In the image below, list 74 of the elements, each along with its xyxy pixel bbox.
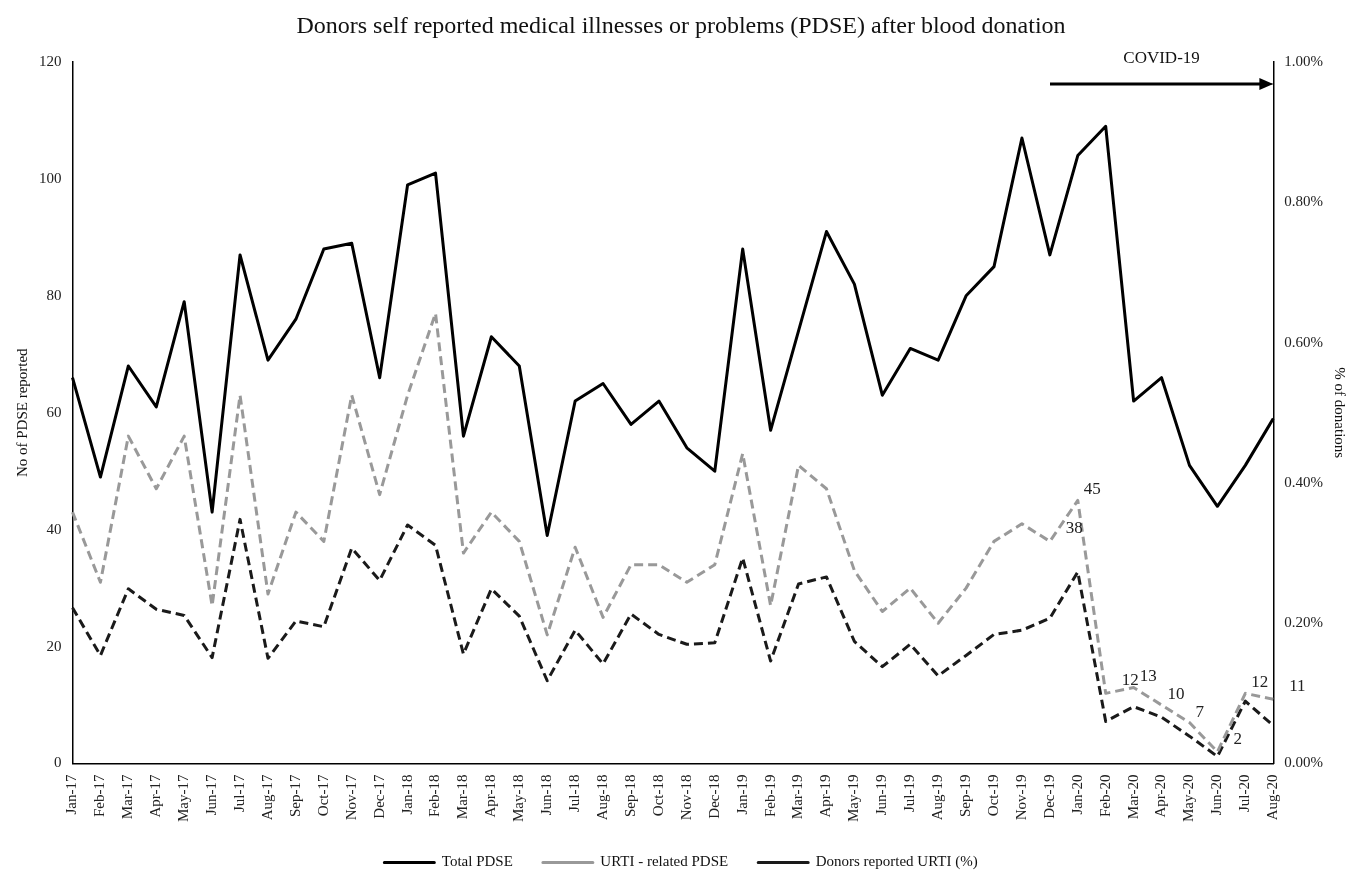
x-tick-label: Jun-18 <box>538 774 555 816</box>
x-tick-label: Apr-20 <box>1152 774 1169 818</box>
x-tick-label: Dec-19 <box>1040 774 1057 819</box>
x-tick-label: Aug-18 <box>594 774 610 821</box>
y2-tick-label: 1.00% <box>1284 52 1323 69</box>
y2-tick-label: 0.60% <box>1284 333 1323 350</box>
x-tick-label: Feb-19 <box>761 774 778 818</box>
x-tick-label: Feb-17 <box>91 774 108 818</box>
chart-title: Donors self reported medical illnesses or problems (PDSE) after blood donation <box>295 12 1067 39</box>
x-tick-label: Oct-18 <box>649 774 666 817</box>
x-tick-label: Dec-17 <box>370 774 387 819</box>
data-label: 45 <box>1083 479 1101 499</box>
x-tick-label: Oct-19 <box>984 774 1001 817</box>
y-tick-label: 40 <box>46 520 62 537</box>
x-tick-label: Apr-17 <box>147 774 164 818</box>
data-label: 12 <box>1251 672 1269 692</box>
data-label: 7 <box>1195 701 1205 721</box>
x-tick-label: Feb-20 <box>1096 774 1113 818</box>
y-tick-label: 100 <box>39 169 62 186</box>
y-tick-label: 80 <box>46 286 62 303</box>
y-tick-label: 20 <box>46 637 62 654</box>
x-tick-label: Jul-20 <box>1236 774 1253 813</box>
x-tick-label: Jun-19 <box>873 774 890 816</box>
x-tick-label: May-20 <box>1180 774 1197 823</box>
x-tick-label: Jun-20 <box>1208 774 1225 816</box>
y2-tick-label: 0.00% <box>1284 754 1323 771</box>
y-axis-title: No of PDSE reported <box>13 347 30 478</box>
x-tick-label: Mar-18 <box>454 774 471 820</box>
x-tick-label: Jul-17 <box>230 774 247 813</box>
x-tick-label: May-18 <box>510 774 527 823</box>
x-tick-label: May-17 <box>175 774 192 823</box>
data-label: 11 <box>1289 676 1306 696</box>
x-tick-label: Aug-19 <box>929 774 946 821</box>
x-tick-label: Sep-17 <box>286 774 303 818</box>
data-label: 13 <box>1139 666 1157 686</box>
x-tick-label: Feb-18 <box>426 774 443 818</box>
legend-label: URTI - related PDSE <box>600 853 729 870</box>
x-tick-label: Mar-17 <box>119 774 136 820</box>
x-tick-label: Aug-17 <box>258 774 275 821</box>
legend-label: Total PDSE <box>441 853 513 870</box>
y2-tick-label: 0.20% <box>1284 614 1323 631</box>
x-tick-label: Nov-18 <box>677 774 694 821</box>
y2-tick-label: 0.40% <box>1284 473 1323 490</box>
data-label: 38 <box>1065 518 1083 538</box>
x-tick-label: Dec-18 <box>705 774 722 819</box>
x-tick-label: May-19 <box>845 774 862 823</box>
data-label: 10 <box>1167 684 1185 704</box>
annotation: COVID-19 <box>1122 48 1201 68</box>
legend-label: Donors reported URTI (%) <box>815 853 978 871</box>
x-tick-label: Mar-19 <box>789 774 806 820</box>
x-tick-label: Apr-18 <box>482 774 499 818</box>
line-series <box>71 311 1275 754</box>
x-tick-label: Nov-19 <box>1012 774 1029 821</box>
x-tick-label: Jul-18 <box>566 774 583 813</box>
x-tick-label: Jan-20 <box>1068 774 1085 815</box>
y-tick-label: 120 <box>39 52 62 69</box>
x-tick-label: Sep-19 <box>957 774 974 818</box>
x-tick-label: Apr-19 <box>817 774 834 818</box>
data-label: 12 <box>1121 670 1139 690</box>
y2-axis-title: % of donations <box>1332 367 1349 459</box>
x-tick-label: Nov-17 <box>342 774 359 821</box>
x-tick-label: Jan-18 <box>398 774 415 815</box>
data-label: 2 <box>1233 728 1242 748</box>
y-tick-label: 60 <box>46 403 62 420</box>
x-tick-label: Aug-20 <box>1264 774 1281 821</box>
x-tick-label: Sep-18 <box>621 774 638 818</box>
x-tick-label: Jul-19 <box>901 774 918 813</box>
x-tick-label: Oct-17 <box>314 774 331 817</box>
y2-tick-label: 0.80% <box>1284 193 1323 210</box>
x-tick-label: Jan-19 <box>733 774 750 815</box>
x-tick-label: Jun-17 <box>203 774 220 816</box>
x-tick-label: Jan-17 <box>63 774 80 815</box>
y-tick-label: 0 <box>54 754 62 771</box>
x-tick-label: Mar-20 <box>1124 774 1141 820</box>
